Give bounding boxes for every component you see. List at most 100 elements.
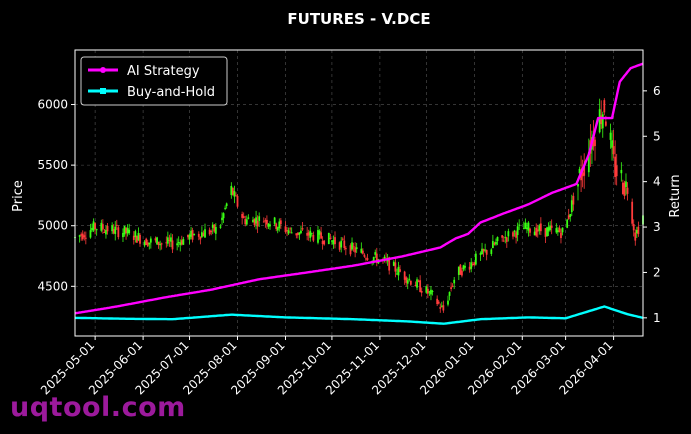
candle-body	[307, 232, 310, 236]
candle-body	[473, 262, 476, 266]
y-tick-label-right: 5	[653, 129, 661, 143]
candle-body	[92, 221, 95, 231]
candle-body	[635, 229, 638, 234]
candle-body	[419, 280, 422, 292]
candle-body	[320, 232, 322, 239]
candle-body	[397, 266, 400, 276]
candle-body	[276, 227, 279, 231]
candle-body	[317, 230, 319, 243]
candle-body	[273, 217, 276, 224]
candle-body	[128, 229, 131, 234]
candle-body	[176, 243, 179, 246]
candle-body	[547, 227, 550, 232]
candle-body	[416, 279, 418, 288]
candle-body	[632, 224, 635, 231]
candle-body	[470, 262, 473, 269]
candle-body	[149, 238, 152, 243]
candle-body	[474, 253, 477, 265]
candle-body	[225, 203, 228, 206]
candle-body	[230, 185, 233, 196]
candle-body	[91, 227, 93, 231]
candle-body	[363, 254, 366, 257]
candle-body	[621, 182, 624, 194]
candle-body	[603, 100, 606, 113]
candle-body	[527, 222, 530, 231]
candle-body	[516, 226, 519, 236]
candle-body	[312, 234, 315, 241]
candle-body	[518, 224, 521, 226]
candle-body	[524, 222, 527, 229]
candle-body	[560, 232, 562, 239]
candle-body	[447, 300, 449, 305]
candle-body	[577, 183, 579, 187]
candle-body	[266, 219, 268, 225]
candle-body	[442, 305, 445, 311]
return-series	[74, 62, 644, 325]
grid-lines	[75, 50, 643, 336]
candle-body	[453, 279, 456, 284]
candle-body	[111, 225, 114, 232]
candle-body	[544, 228, 547, 237]
candle-body	[459, 264, 462, 275]
candle-body	[637, 226, 640, 235]
candle-body	[256, 220, 259, 227]
candle-body	[290, 232, 293, 234]
candle-body	[425, 286, 428, 293]
legend-label-buy-and-hold: Buy-and-Hold	[127, 85, 215, 100]
candle-body	[197, 233, 200, 237]
candle-body	[512, 232, 514, 237]
candle-body	[83, 235, 86, 238]
candle-body	[332, 240, 335, 245]
candle-body	[112, 229, 115, 234]
candle-body	[214, 227, 217, 234]
candle-body	[490, 249, 493, 254]
candle-body	[355, 247, 358, 250]
legend-marker-buy-and-hold	[100, 88, 106, 94]
candle-body	[505, 237, 508, 242]
candle-body	[100, 222, 103, 231]
candle-body	[457, 266, 460, 275]
candle-body	[298, 232, 301, 235]
candle-body	[522, 228, 525, 230]
candle-body	[245, 219, 248, 225]
candle-body	[578, 168, 581, 174]
candle-body	[495, 241, 497, 245]
candle-body	[451, 285, 454, 287]
candle-body	[286, 230, 288, 232]
candle-body	[122, 232, 124, 238]
candle-body	[301, 228, 304, 230]
candle-body	[222, 213, 225, 219]
candle-body	[165, 242, 168, 244]
candle-body	[491, 241, 494, 249]
candle-body	[338, 242, 341, 250]
candle-body	[538, 225, 541, 231]
candle-body	[513, 230, 516, 232]
candle-body	[569, 213, 572, 218]
candle-body	[269, 224, 271, 227]
watermark: uqtool.com	[10, 392, 186, 423]
candle-body	[482, 249, 485, 252]
candle-body	[426, 288, 429, 294]
candle-body	[154, 238, 157, 241]
candle-body	[344, 248, 347, 250]
candle-body	[170, 237, 172, 242]
candle-body	[372, 257, 375, 261]
candle-body	[231, 187, 234, 195]
series-line-buy-and-hold	[74, 305, 644, 325]
candle-body	[105, 229, 107, 235]
candle-body	[471, 264, 474, 266]
candle-body	[626, 187, 629, 194]
candle-body	[507, 231, 510, 237]
candle-body	[84, 237, 87, 239]
candle-body	[235, 195, 237, 197]
candle-body	[208, 229, 211, 235]
candle-body	[241, 213, 244, 218]
candle-body	[224, 207, 227, 209]
series-line-ai-strategy	[74, 62, 644, 315]
candle-body	[479, 253, 482, 255]
candle-body	[115, 224, 118, 226]
candle-body	[550, 225, 553, 228]
candle-body	[611, 140, 613, 148]
candle-body	[188, 234, 191, 240]
candle-body	[493, 243, 496, 245]
